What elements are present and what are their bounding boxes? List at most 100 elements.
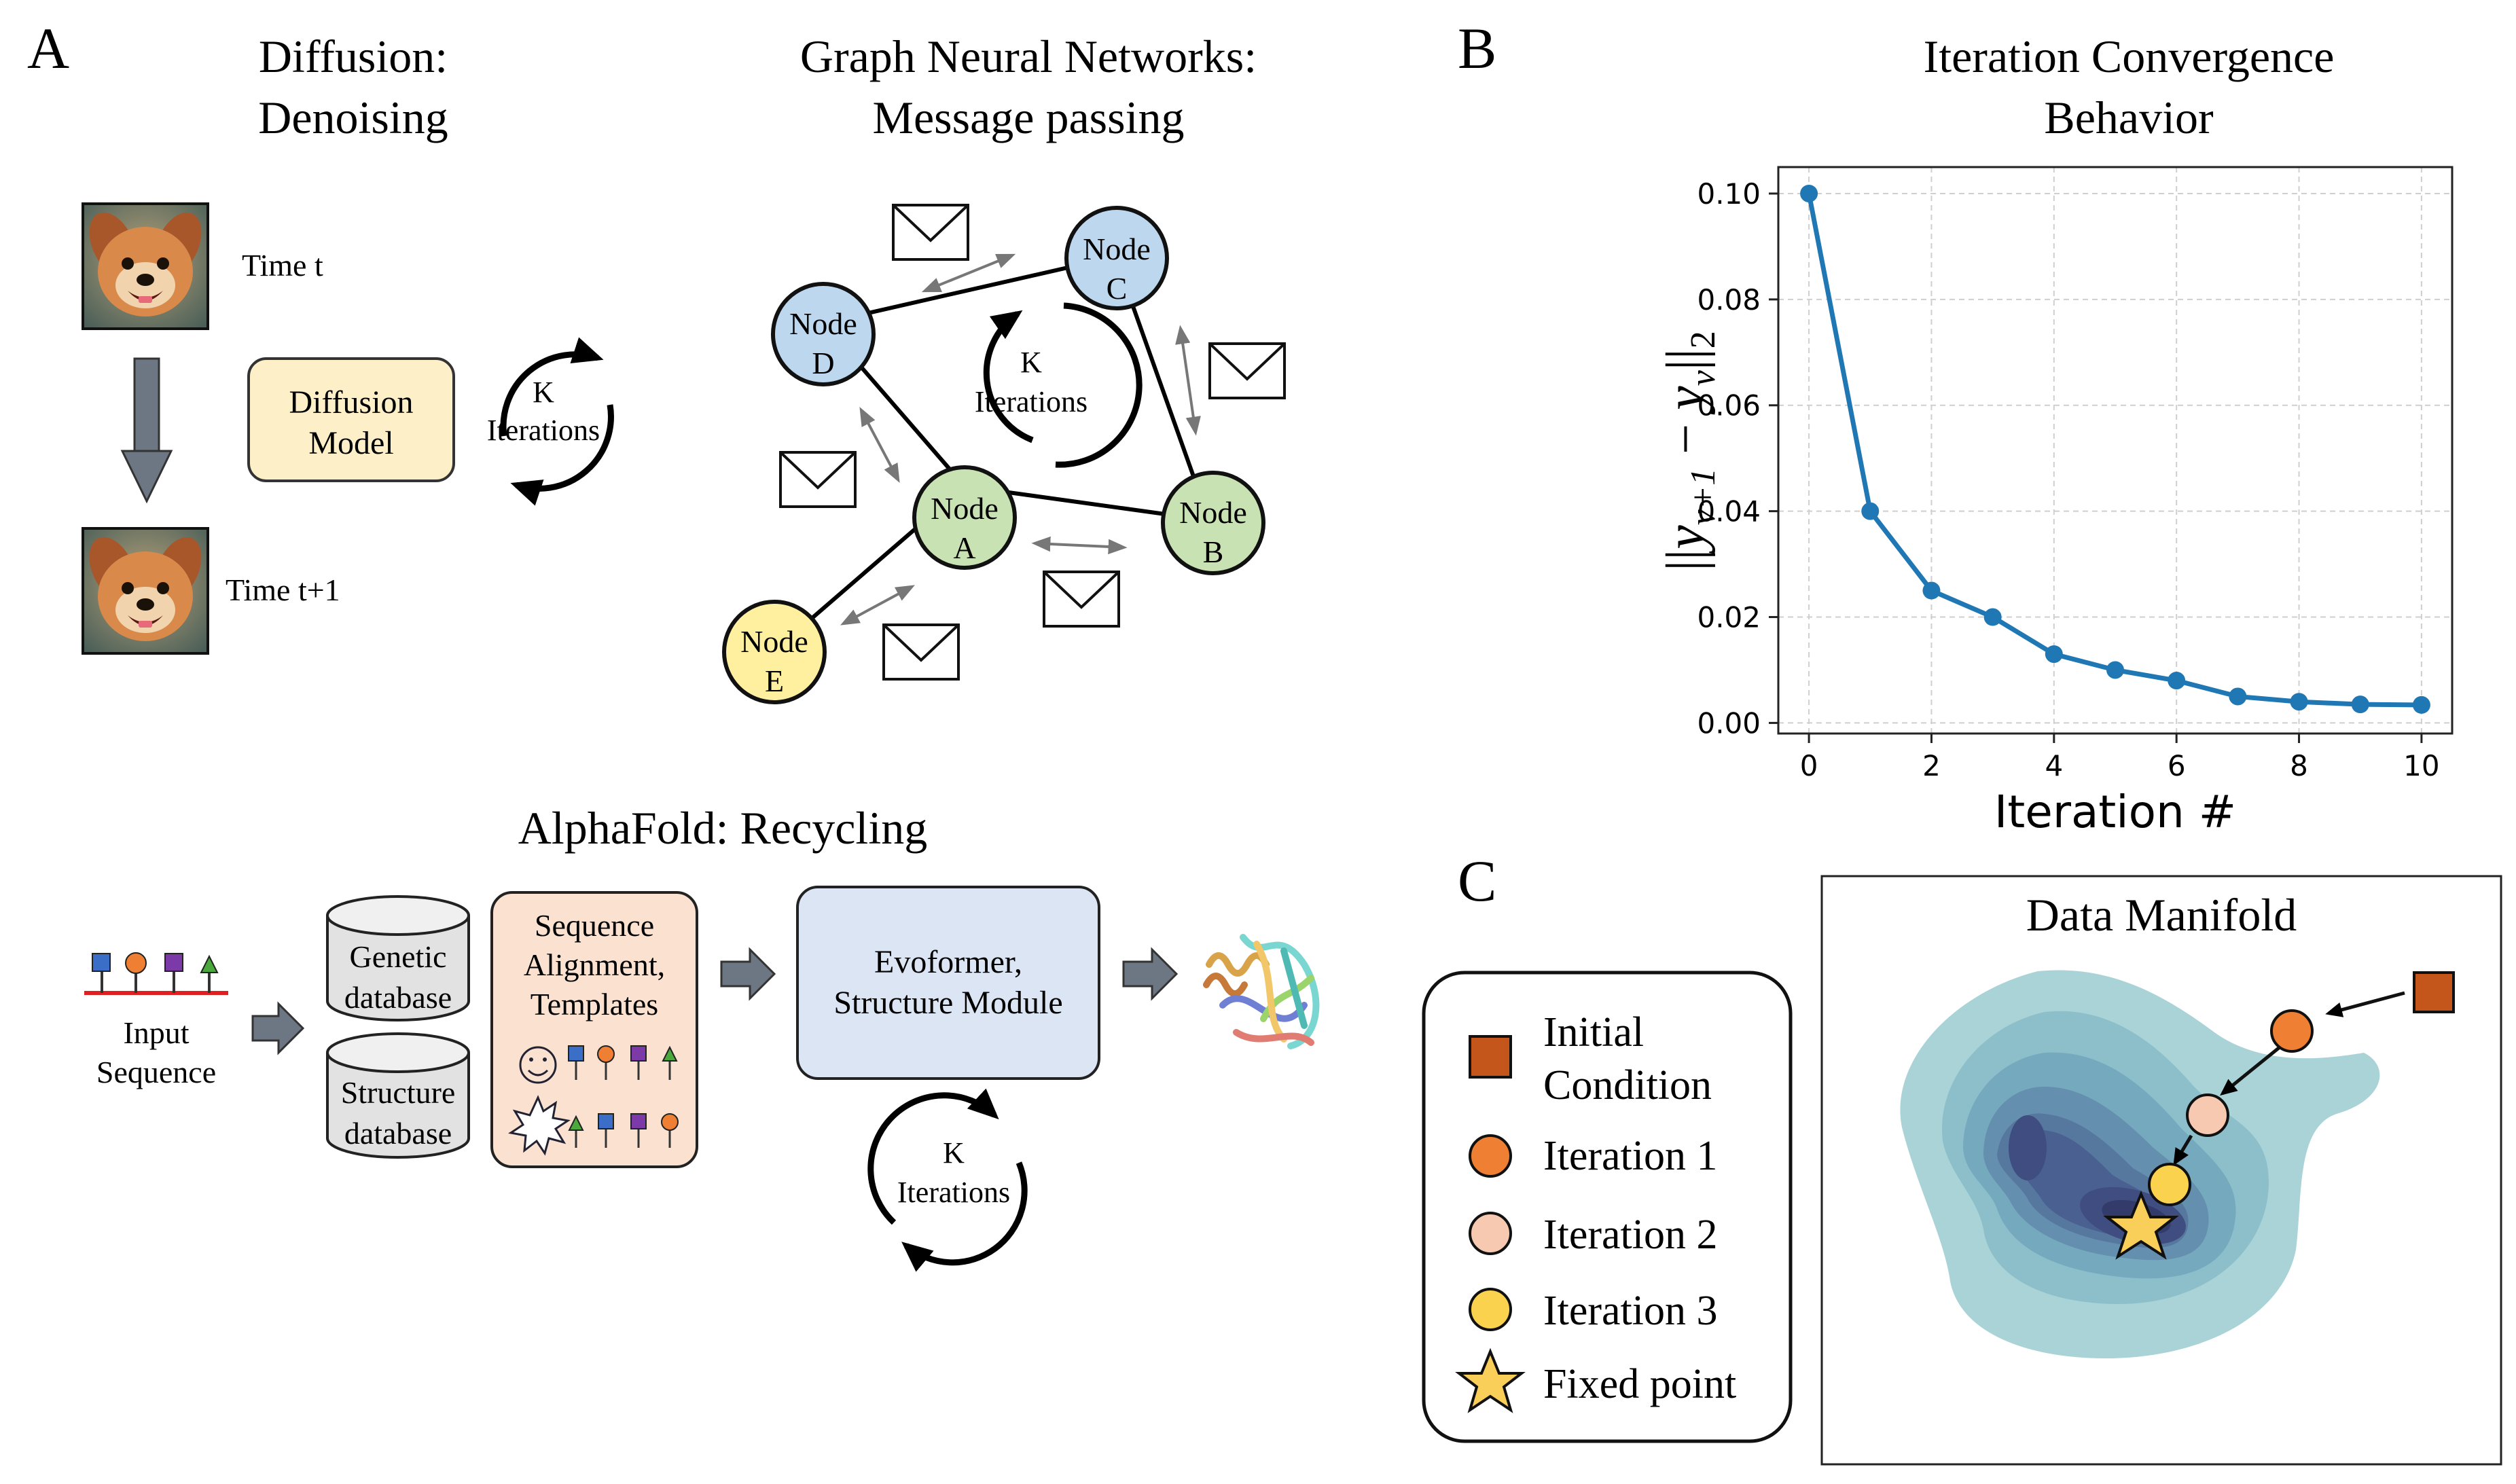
x-tick-label: 4 bbox=[2045, 749, 2063, 782]
genetic-database: Genetic database bbox=[326, 895, 470, 1021]
x-tick-label: 8 bbox=[2290, 749, 2308, 782]
node-a-line1: Node bbox=[931, 491, 999, 526]
legend-iter1-marker bbox=[1469, 1134, 1512, 1178]
plot-frame bbox=[1777, 166, 2454, 735]
diffusion-loop-line2: Iterations bbox=[487, 414, 600, 447]
data-point bbox=[2412, 695, 2430, 714]
y-tick-label: 0.10 bbox=[1697, 177, 1761, 211]
legend-initial-line2: Condition bbox=[1543, 1062, 1712, 1108]
iteration-2-marker bbox=[2186, 1093, 2229, 1137]
envelope-icon bbox=[779, 451, 857, 508]
msa-row1-icons bbox=[568, 1045, 678, 1080]
manifold-plot: Data Manifold bbox=[1820, 875, 2502, 1466]
series-line bbox=[1806, 193, 2422, 708]
node-e: Node E bbox=[722, 600, 827, 704]
structure-db-line2: database bbox=[344, 1116, 452, 1151]
dog-image-time-t1 bbox=[78, 527, 213, 655]
gnn-k-iterations-loop: K Iterations bbox=[975, 302, 1143, 468]
legend-fixed-star-icon bbox=[1455, 1347, 1526, 1413]
trajectory-arrows bbox=[2173, 991, 2405, 1166]
x-tick-label: 0 bbox=[1800, 749, 1818, 782]
y-tick-label: 0.06 bbox=[1697, 389, 1761, 422]
manifold-title: Data Manifold bbox=[2026, 889, 2297, 941]
data-point bbox=[2168, 672, 2186, 690]
node-b-line1: Node bbox=[1179, 495, 1247, 530]
input-sequence-icon bbox=[84, 952, 228, 995]
x-tick-label: 2 bbox=[1922, 749, 1941, 782]
legend-fixed-label: Fixed point bbox=[1543, 1361, 1736, 1407]
y-axis-label: ||yv+1 − yv||2 bbox=[1656, 331, 1723, 571]
envelope-icon bbox=[1043, 571, 1120, 628]
density-contours bbox=[1900, 970, 2380, 1358]
node-b-line2: B bbox=[1203, 535, 1224, 569]
gnn-loop-line2: Iterations bbox=[975, 385, 1088, 418]
y-tick-label: 0.08 bbox=[1697, 283, 1761, 316]
gnn-section: Graph Neural Networks: Message passing bbox=[722, 31, 1286, 704]
chart-title-line2: Behavior bbox=[2044, 92, 2214, 143]
input-sequence-line1: Input bbox=[123, 1015, 189, 1050]
gnn-loop-line1: K bbox=[1020, 346, 1042, 379]
legend-box: Initial Condition Iteration 1 Iteration … bbox=[1422, 971, 1793, 1443]
convergence-chart: Iteration Convergence Behavior 0 2 4 6 8 10 0.… bbox=[1656, 31, 2454, 838]
envelope-icon bbox=[892, 204, 969, 261]
data-point bbox=[2045, 645, 2063, 664]
msa-line2: Alignment, bbox=[524, 947, 665, 982]
data-point bbox=[1861, 502, 1880, 520]
arrow-to-evoformer bbox=[720, 947, 776, 1001]
alphafold-loop-line2: Iterations bbox=[897, 1176, 1010, 1209]
chart-grid bbox=[1778, 167, 2452, 734]
data-point bbox=[2290, 693, 2308, 711]
alphafold-section: AlphaFold: Recycling Input Sequence Gene… bbox=[84, 802, 1320, 1272]
legend-initial-marker bbox=[1469, 1035, 1512, 1079]
dog-image-time-t bbox=[78, 202, 213, 330]
panel-label-b: B bbox=[1458, 16, 1496, 81]
y-tick-label: 0.02 bbox=[1697, 601, 1761, 634]
legend-iter2-label: Iteration 2 bbox=[1543, 1212, 1718, 1258]
data-point bbox=[1983, 608, 2002, 626]
protein-structure-icon bbox=[1203, 934, 1320, 1049]
node-a-line2: A bbox=[953, 530, 975, 565]
node-a: Node A bbox=[912, 465, 1017, 570]
node-d-line2: D bbox=[812, 346, 834, 380]
node-d-line1: Node bbox=[789, 306, 857, 341]
diffusion-title-line2: Denoising bbox=[258, 92, 448, 143]
node-b: Node B bbox=[1161, 471, 1265, 575]
y-tick-label: 0.00 bbox=[1697, 706, 1761, 740]
diffusion-model-box: Diffusion Model bbox=[247, 357, 455, 482]
data-point bbox=[2351, 695, 2369, 714]
x-tick-label: 10 bbox=[2403, 749, 2439, 782]
arrow-to-databases bbox=[251, 1001, 305, 1055]
panel-label-c: C bbox=[1458, 848, 1496, 913]
diffusion-title-line1: Diffusion: bbox=[259, 31, 448, 82]
data-point bbox=[1922, 581, 1941, 600]
x-axis-label: Iteration # bbox=[1994, 786, 2236, 838]
gnn-title-line2: Message passing bbox=[873, 92, 1185, 143]
chart-series bbox=[1800, 184, 2430, 714]
legend-iter1-label: Iteration 1 bbox=[1543, 1133, 1718, 1179]
data-point bbox=[2229, 687, 2247, 706]
structure-database: Structure database bbox=[326, 1032, 470, 1159]
initial-condition-marker bbox=[2413, 971, 2455, 1013]
msa-line1: Sequence bbox=[535, 908, 654, 943]
data-point bbox=[1800, 184, 1818, 202]
legend-initial-line1: Initial bbox=[1543, 1009, 1644, 1055]
envelope-icon bbox=[882, 623, 960, 681]
node-c-line1: Node bbox=[1083, 232, 1151, 266]
msa-templates-box: Sequence Alignment, Templates bbox=[490, 891, 698, 1168]
node-e-line1: Node bbox=[740, 624, 808, 659]
alphafold-k-iterations-loop: K Iterations bbox=[867, 1088, 1028, 1272]
structure-db-line1: Structure bbox=[341, 1075, 456, 1110]
time-t-label: Time t bbox=[242, 248, 323, 283]
msa-line3: Templates bbox=[531, 987, 658, 1021]
node-c-line2: C bbox=[1107, 271, 1128, 306]
burst-icon bbox=[508, 1095, 571, 1156]
legend-iter3-marker bbox=[1469, 1288, 1512, 1331]
evoformer-box: Evoformer, Structure Module bbox=[796, 886, 1100, 1080]
iteration-1-marker bbox=[2270, 1009, 2314, 1053]
gnn-message-arrows bbox=[840, 253, 1201, 626]
evoformer-line1: Evoformer, bbox=[874, 944, 1022, 980]
diffusion-model-line2: Model bbox=[308, 425, 393, 461]
msa-row2-icons bbox=[568, 1113, 679, 1148]
diffusion-section: Diffusion: Denoising Time t Time t+1 Dif… bbox=[78, 31, 614, 655]
